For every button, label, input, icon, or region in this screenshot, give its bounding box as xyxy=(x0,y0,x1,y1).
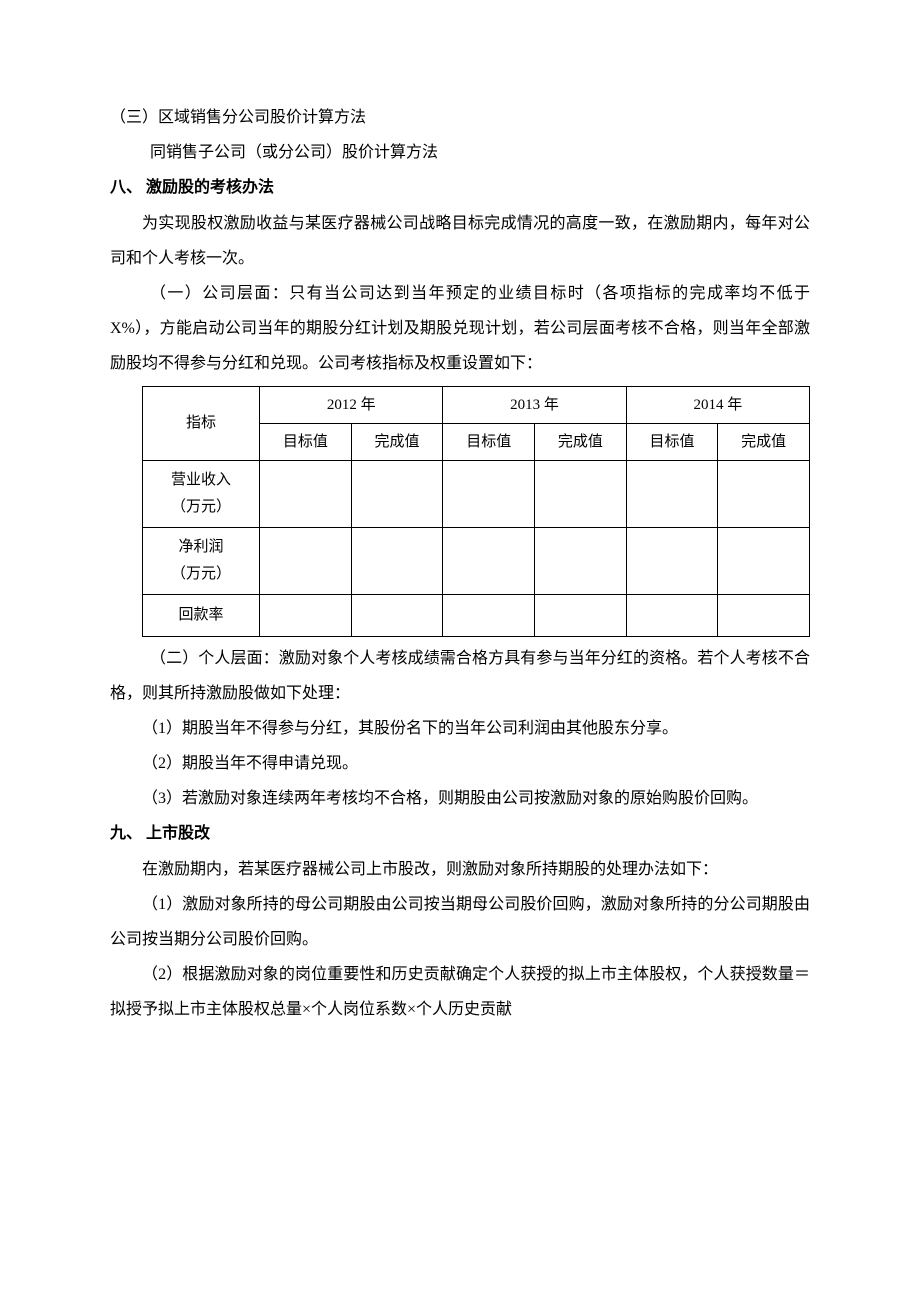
cell xyxy=(626,594,718,636)
cell xyxy=(718,460,810,527)
section-8-item1: （1）期股当年不得参与分红，其股份名下的当年公司利润由其他股东分享。 xyxy=(110,711,810,746)
cell xyxy=(351,527,443,594)
row-label: 回款率 xyxy=(143,594,260,636)
col-actual: 完成值 xyxy=(535,423,627,460)
row-label-line1: 净利润 xyxy=(179,539,224,555)
table-header-row-1: 指标 2012 年 2013 年 2014 年 xyxy=(143,386,810,423)
section-8-part2: （二）个人层面：激励对象个人考核成绩需合格方具有参与当年分红的资格。若个人考核不… xyxy=(110,641,810,711)
col-actual: 完成值 xyxy=(351,423,443,460)
cell xyxy=(443,594,535,636)
row-label-line1: 营业收入 xyxy=(171,472,231,488)
col-year-2014: 2014 年 xyxy=(626,386,809,423)
col-target: 目标值 xyxy=(260,423,352,460)
table-row: 净利润 （万元） xyxy=(143,527,810,594)
section-7-3-line1: 同销售子公司（或分公司）股价计算方法 xyxy=(110,135,810,170)
row-label: 营业收入 （万元） xyxy=(143,460,260,527)
row-label-line2: （万元） xyxy=(171,566,231,582)
table-row: 营业收入 （万元） xyxy=(143,460,810,527)
section-8-intro: 为实现股权激励收益与某医疗器械公司战略目标完成情况的高度一致，在激励期内，每年对… xyxy=(110,206,810,276)
section-9-heading: 九、 上市股改 xyxy=(110,816,810,851)
section-8-part1: （一）公司层面：只有当公司达到当年预定的业绩目标时（各项指标的完成率均不低于 X… xyxy=(110,276,810,382)
assessment-table: 指标 2012 年 2013 年 2014 年 目标值 完成值 目标值 完成值 … xyxy=(142,386,810,637)
row-label: 净利润 （万元） xyxy=(143,527,260,594)
col-target: 目标值 xyxy=(443,423,535,460)
section-9-item1: （1）激励对象所持的母公司期股由公司按当期母公司股价回购，激励对象所持的分公司期… xyxy=(110,887,810,957)
col-indicator: 指标 xyxy=(143,386,260,460)
cell xyxy=(718,527,810,594)
section-9-intro: 在激励期内，若某医疗器械公司上市股改，则激励对象所持期股的处理办法如下： xyxy=(110,852,810,887)
col-year-2013: 2013 年 xyxy=(443,386,626,423)
cell xyxy=(626,527,718,594)
col-target: 目标值 xyxy=(626,423,718,460)
cell xyxy=(718,594,810,636)
cell xyxy=(626,460,718,527)
section-7-3-title: （三）区域销售分公司股价计算方法 xyxy=(110,100,810,135)
table-row: 回款率 xyxy=(143,594,810,636)
col-year-2012: 2012 年 xyxy=(260,386,443,423)
section-8-item2: （2）期股当年不得申请兑现。 xyxy=(110,746,810,781)
cell xyxy=(535,460,627,527)
col-actual: 完成值 xyxy=(718,423,810,460)
section-8-heading: 八、 激励股的考核办法 xyxy=(110,170,810,205)
cell xyxy=(351,594,443,636)
row-label-line1: 回款率 xyxy=(179,607,224,623)
section-9-item2: （2）根据激励对象的岗位重要性和历史贡献确定个人获授的拟上市主体股权，个人获授数… xyxy=(110,957,810,1027)
cell xyxy=(443,527,535,594)
cell xyxy=(351,460,443,527)
cell xyxy=(260,527,352,594)
cell xyxy=(443,460,535,527)
cell xyxy=(260,594,352,636)
cell xyxy=(260,460,352,527)
cell xyxy=(535,527,627,594)
section-8-item3: （3）若激励对象连续两年考核均不合格，则期股由公司按激励对象的原始购股价回购。 xyxy=(110,781,810,816)
cell xyxy=(535,594,627,636)
row-label-line2: （万元） xyxy=(171,499,231,515)
